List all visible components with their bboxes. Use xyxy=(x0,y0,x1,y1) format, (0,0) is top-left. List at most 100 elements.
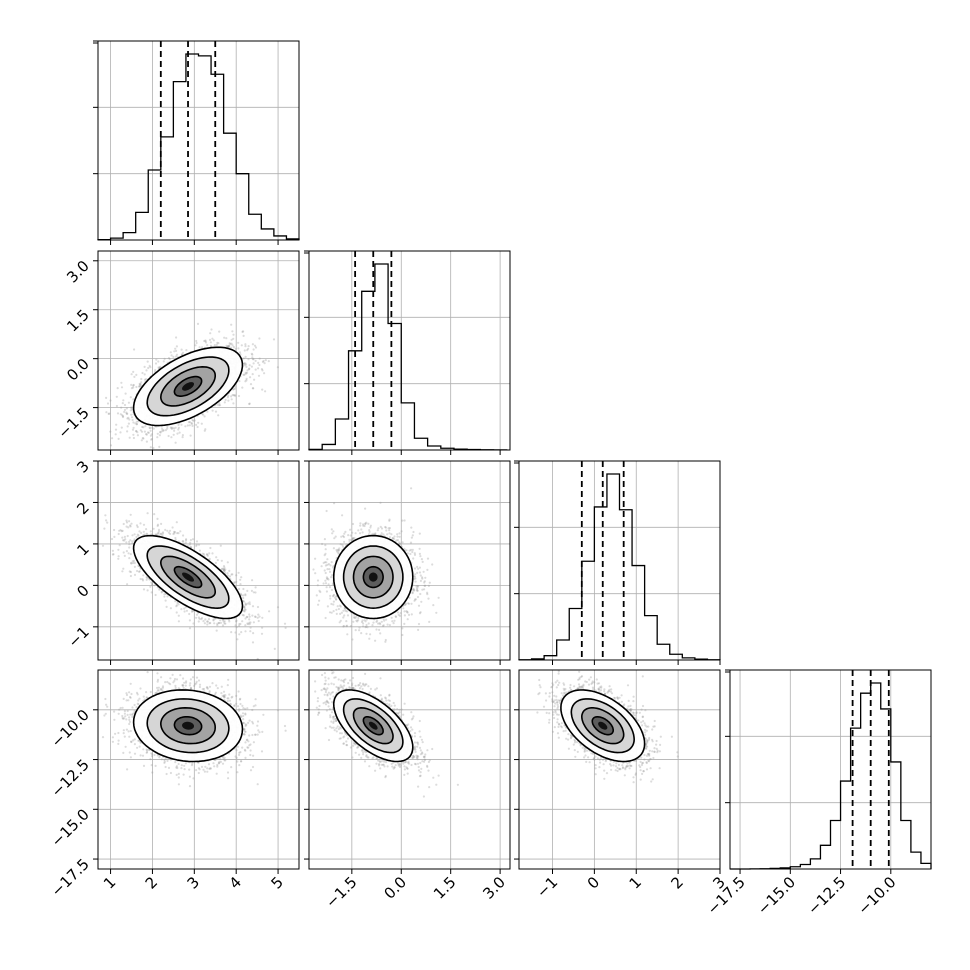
scatter-point xyxy=(166,595,169,598)
scatter-point xyxy=(130,387,133,390)
scatter-point xyxy=(139,383,142,386)
scatter-point xyxy=(230,573,233,576)
scatter-point xyxy=(227,394,230,397)
scatter-point xyxy=(244,608,247,611)
scatter-point xyxy=(148,364,151,367)
scatter-point xyxy=(267,360,270,363)
scatter-point xyxy=(92,404,94,406)
scatter-point xyxy=(129,513,132,516)
scatter-point xyxy=(254,591,257,594)
scatter-point xyxy=(121,402,124,405)
scatter-point xyxy=(264,390,267,393)
scatter-point xyxy=(228,620,231,623)
scatter-point xyxy=(130,561,133,565)
scatter-point xyxy=(261,626,264,629)
scatter-point xyxy=(174,538,177,541)
scatter-point xyxy=(234,347,237,350)
scatter-point xyxy=(110,537,114,541)
scatter-point xyxy=(202,553,206,556)
scatter-point xyxy=(149,530,152,533)
scatter-point xyxy=(243,364,246,367)
scatter-point xyxy=(256,616,259,619)
scatter-point xyxy=(253,344,257,347)
scatter-point xyxy=(117,555,120,558)
scatter-point xyxy=(185,609,188,612)
scatter-point xyxy=(128,546,131,549)
scatter-point xyxy=(146,431,150,434)
panels-layer xyxy=(92,40,932,874)
scatter-point xyxy=(232,337,235,340)
scatter-point xyxy=(191,418,194,422)
scatter-point xyxy=(254,368,257,371)
scatter-point xyxy=(283,622,287,625)
scatter-point xyxy=(175,345,178,348)
scatter-point xyxy=(212,619,215,622)
scatter-point xyxy=(246,589,249,593)
scatter-point xyxy=(244,594,247,597)
scatter-point xyxy=(248,623,251,626)
hist-2-steps xyxy=(518,473,721,661)
scatter-point xyxy=(190,421,193,425)
scatter-point xyxy=(171,457,173,459)
scatter-point xyxy=(251,605,255,608)
scatter-point xyxy=(177,603,180,606)
scatter-point xyxy=(224,398,227,401)
scatter-point xyxy=(135,535,138,539)
scatter-point xyxy=(132,421,135,424)
scatter-point xyxy=(158,445,161,448)
scatter-point xyxy=(165,605,168,609)
scatter-point xyxy=(228,569,231,573)
scatter-point xyxy=(200,616,204,620)
hist-1-steps xyxy=(308,263,508,451)
hist-1-frame xyxy=(308,250,511,451)
scatter-point xyxy=(137,385,141,388)
scatter-point xyxy=(251,579,254,582)
scatter-point xyxy=(252,632,255,635)
scatter-point xyxy=(233,394,236,397)
scatter-point xyxy=(142,426,145,429)
scatter-point xyxy=(184,425,187,428)
scatter-point xyxy=(131,540,134,543)
scatter-point xyxy=(159,452,161,454)
scatter-point xyxy=(254,346,258,349)
scatter-point xyxy=(122,399,125,402)
scatter-point xyxy=(135,423,138,426)
scatter-point xyxy=(251,614,254,617)
scatter-point xyxy=(195,613,199,616)
scatter-point xyxy=(211,409,214,412)
scatter-point xyxy=(205,553,208,556)
scatter-point xyxy=(159,431,162,434)
scatter-point xyxy=(249,383,253,386)
scatter-point xyxy=(231,330,234,333)
scatter-point xyxy=(201,346,204,349)
scatter-point xyxy=(204,428,207,431)
scatter-point xyxy=(234,631,237,634)
scatter-point xyxy=(242,334,245,337)
scatter-point xyxy=(187,421,190,424)
scatter-point xyxy=(244,345,247,348)
scatter-point xyxy=(207,618,211,621)
scatter-point xyxy=(273,647,276,651)
scatter-point xyxy=(149,366,152,369)
scatter-point xyxy=(195,543,198,546)
scatter-point xyxy=(263,372,266,375)
scatter-point xyxy=(245,363,248,366)
scatter-point xyxy=(247,358,250,361)
scatter-point xyxy=(128,540,131,544)
scatter-point xyxy=(132,561,135,565)
scatter-point xyxy=(123,554,126,558)
scatter-point xyxy=(143,365,146,368)
scatter-point xyxy=(243,609,246,613)
scatter-point xyxy=(173,530,176,534)
scatter-point xyxy=(142,530,145,533)
scatter-point xyxy=(208,557,211,560)
scatter-point xyxy=(223,401,226,404)
scatter-point xyxy=(242,594,245,597)
scatter-point xyxy=(209,621,212,625)
scatter-point xyxy=(151,582,154,585)
scatter-point xyxy=(239,592,242,596)
scatter-point xyxy=(184,541,187,544)
scatter-point xyxy=(129,574,132,578)
scatter-point xyxy=(197,421,200,424)
scatter-point xyxy=(157,366,160,369)
